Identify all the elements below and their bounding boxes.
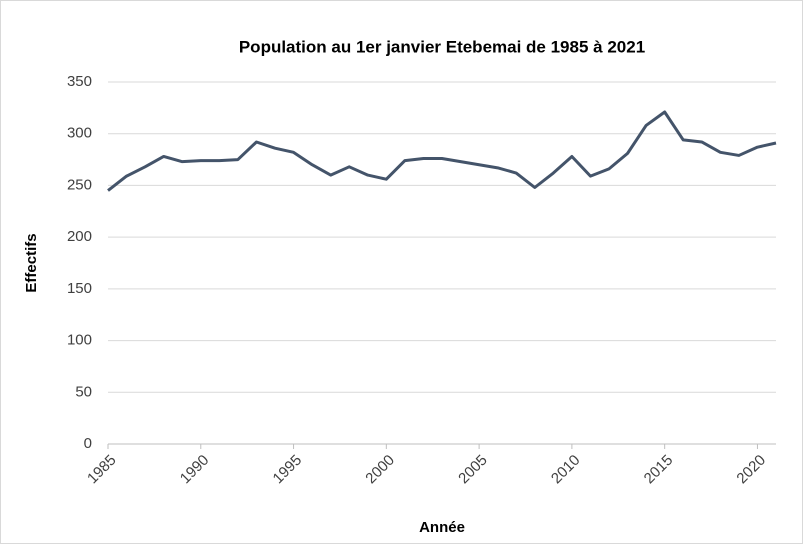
- y-tick-label: 300: [67, 125, 92, 142]
- data-line: [107, 110, 777, 192]
- chart-title: Population au 1er janvier Etebemai de 19…: [239, 37, 645, 56]
- y-tick-label: 150: [67, 280, 92, 297]
- y-tick-label: 350: [67, 73, 92, 90]
- y-tick-label: 100: [67, 332, 92, 349]
- x-axis-title: Année: [419, 519, 465, 536]
- y-tick-label: 50: [75, 383, 92, 400]
- y-tick-label: 200: [67, 228, 92, 245]
- y-tick-label: 0: [84, 435, 92, 452]
- y-tick-label: 250: [67, 176, 92, 193]
- y-axis-title: Effectifs: [23, 233, 40, 292]
